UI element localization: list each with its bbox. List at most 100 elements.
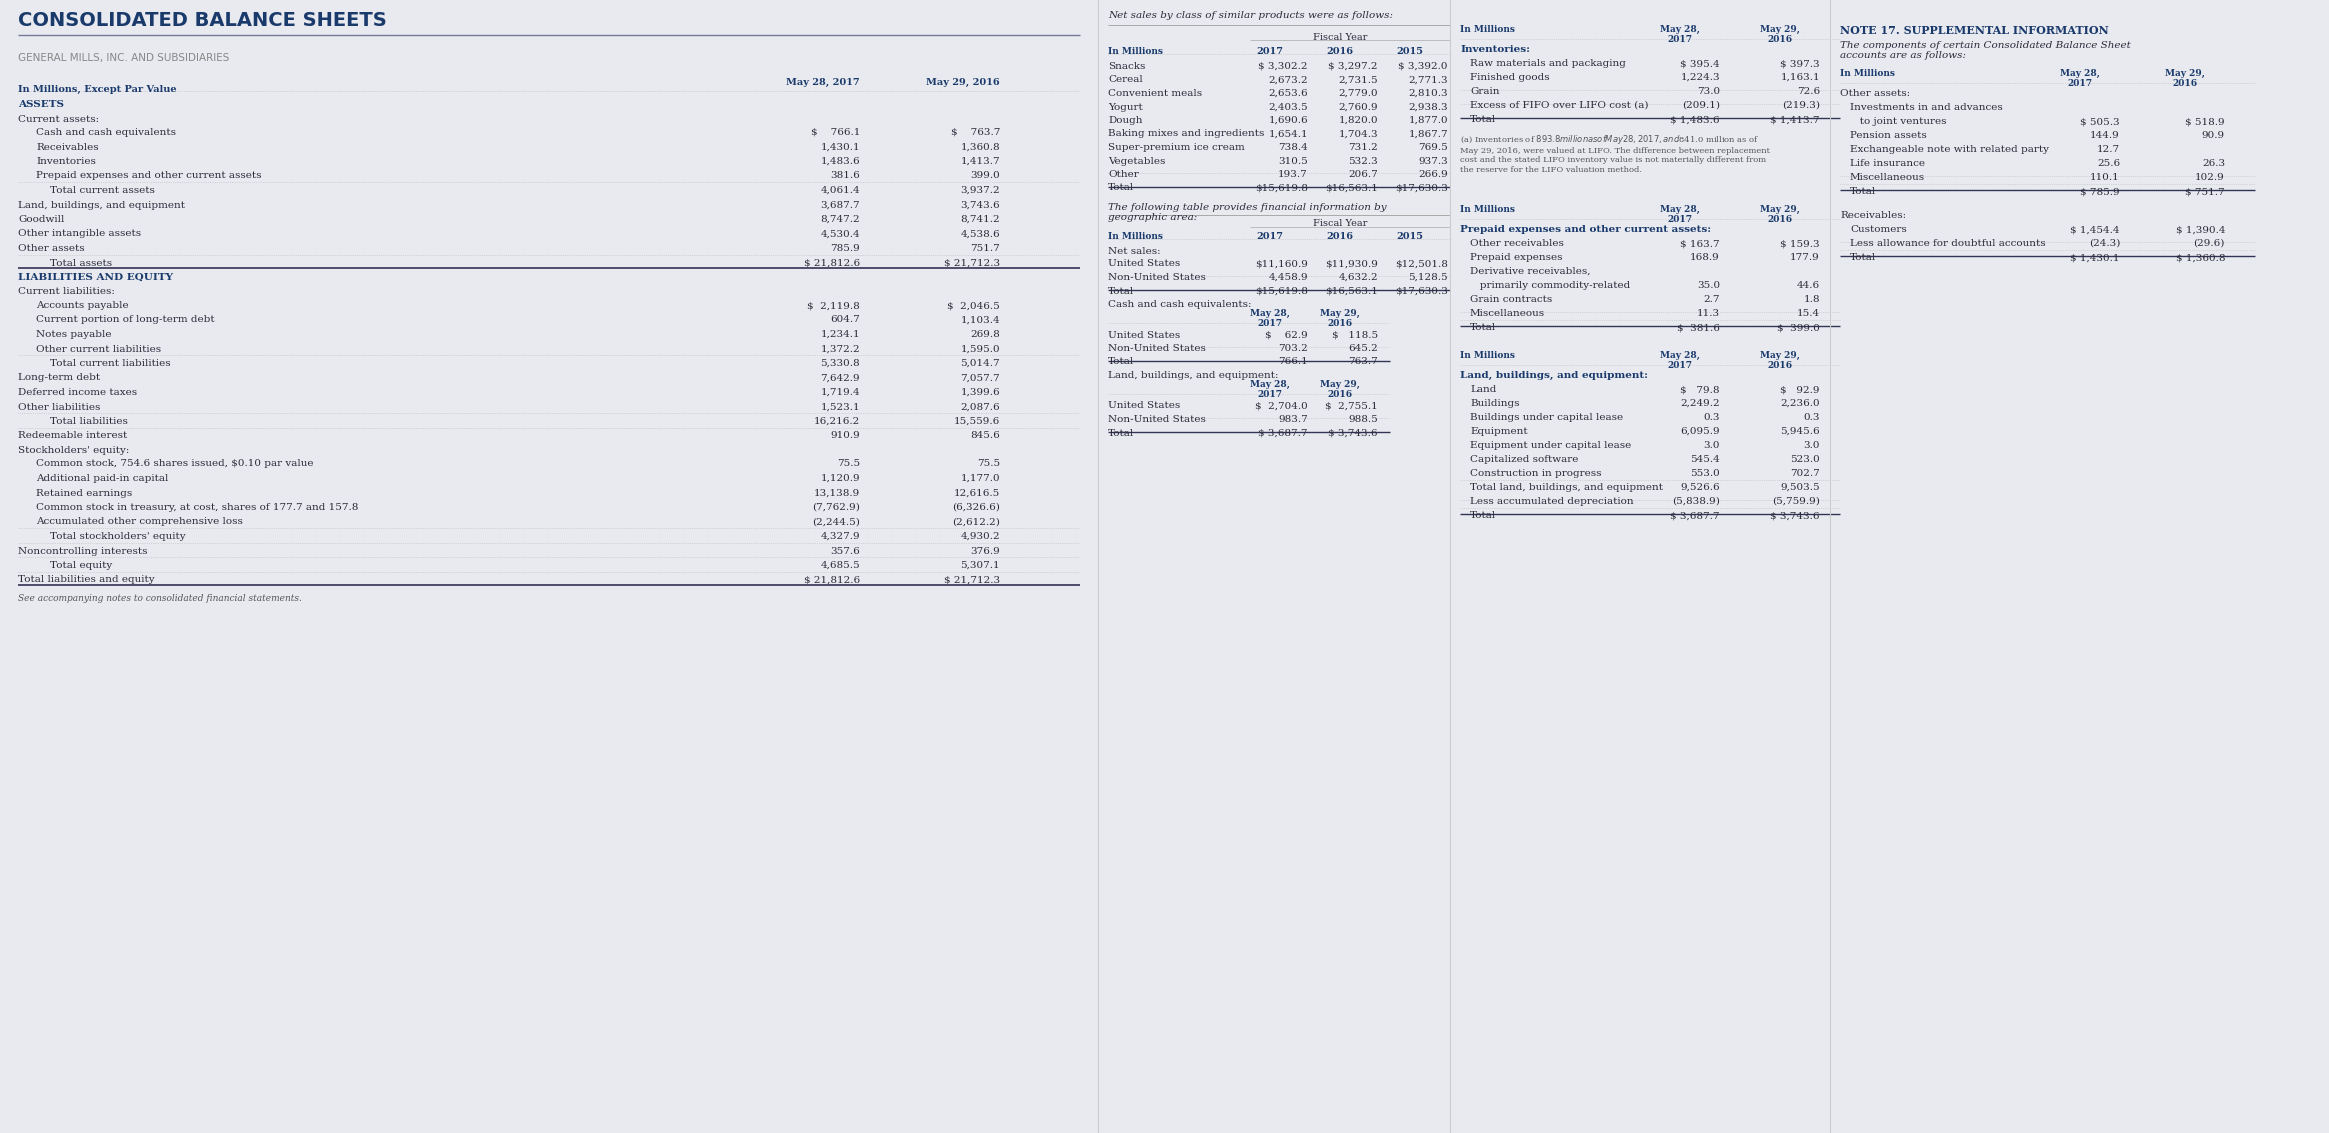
Text: May 29,
2016: May 29, 2016 [2166, 69, 2206, 88]
Text: Derivative receivables,: Derivative receivables, [1470, 267, 1591, 276]
Text: Total liabilities and equity: Total liabilities and equity [19, 576, 154, 585]
Text: 2016: 2016 [1328, 46, 1353, 56]
Text: In Millions: In Millions [1109, 232, 1162, 241]
Text: Total land, buildings, and equipment: Total land, buildings, and equipment [1470, 483, 1663, 492]
Text: Total: Total [1109, 358, 1134, 366]
Text: Prepaid expenses: Prepaid expenses [1470, 253, 1563, 262]
Text: 2,810.3: 2,810.3 [1409, 90, 1449, 97]
Text: Total: Total [1109, 428, 1134, 437]
Text: The following table provides financial information by
geographic area:: The following table provides financial i… [1109, 203, 1386, 222]
Text: 75.5: 75.5 [836, 460, 859, 469]
Text: 4,061.4: 4,061.4 [820, 186, 859, 195]
Text: 7,057.7: 7,057.7 [960, 374, 999, 383]
Text: $   118.5: $ 118.5 [1332, 331, 1379, 340]
Text: Other intangible assets: Other intangible assets [19, 230, 142, 239]
Text: Total current assets: Total current assets [49, 186, 154, 195]
Text: Raw materials and packaging: Raw materials and packaging [1470, 59, 1626, 68]
Text: Yogurt: Yogurt [1109, 102, 1144, 111]
Text: $17,630.3: $17,630.3 [1395, 287, 1449, 296]
Text: (209.1): (209.1) [1682, 101, 1721, 110]
Text: $ 518.9: $ 518.9 [2185, 117, 2224, 126]
Text: Additional paid-in capital: Additional paid-in capital [35, 474, 168, 483]
Text: $ 3,687.7: $ 3,687.7 [1670, 511, 1721, 520]
Text: 763.7: 763.7 [1348, 358, 1379, 366]
Text: $ 751.7: $ 751.7 [2185, 187, 2224, 196]
Text: (a) Inventories of $893.8 million as of May 28, 2017, and $841.0 million as of
M: (a) Inventories of $893.8 million as of … [1460, 133, 1770, 173]
Text: 2,938.3: 2,938.3 [1409, 102, 1449, 111]
Text: 5,014.7: 5,014.7 [960, 359, 999, 368]
Text: $ 3,743.6: $ 3,743.6 [1328, 428, 1379, 437]
Text: 845.6: 845.6 [971, 432, 999, 441]
Text: $ 3,392.0: $ 3,392.0 [1397, 62, 1449, 71]
Text: Total: Total [1849, 187, 1877, 196]
Text: 26.3: 26.3 [2201, 159, 2224, 168]
Text: 144.9: 144.9 [2089, 131, 2119, 140]
Text: Miscellaneous: Miscellaneous [1470, 309, 1544, 318]
Text: 1,399.6: 1,399.6 [960, 387, 999, 397]
Text: Grain contracts: Grain contracts [1470, 295, 1551, 304]
Text: $17,630.3: $17,630.3 [1395, 184, 1449, 193]
Text: Current portion of long-term debt: Current portion of long-term debt [35, 315, 214, 324]
Text: $ 159.3: $ 159.3 [1779, 239, 1819, 248]
Text: Net sales by class of similar products were as follows:: Net sales by class of similar products w… [1109, 11, 1393, 20]
Text: LIABILITIES AND EQUITY: LIABILITIES AND EQUITY [19, 273, 172, 282]
Text: 2,779.0: 2,779.0 [1339, 90, 1379, 97]
Text: In Millions: In Millions [1109, 46, 1162, 56]
Text: Receivables:: Receivables: [1840, 211, 1905, 220]
Text: 769.5: 769.5 [1418, 143, 1449, 152]
Text: Total: Total [1470, 323, 1495, 332]
Text: $ 1,390.4: $ 1,390.4 [2175, 225, 2224, 235]
Text: Less allowance for doubtful accounts: Less allowance for doubtful accounts [1849, 239, 2045, 248]
Text: 751.7: 751.7 [971, 244, 999, 253]
Text: 2,771.3: 2,771.3 [1409, 76, 1449, 85]
Text: Total equity: Total equity [49, 561, 112, 570]
Text: Non-United States: Non-United States [1109, 415, 1206, 424]
Text: 703.2: 703.2 [1279, 344, 1309, 353]
Text: 1,820.0: 1,820.0 [1339, 116, 1379, 125]
Text: 2,653.6: 2,653.6 [1269, 90, 1309, 97]
Text: (2,612.2): (2,612.2) [953, 518, 999, 527]
Text: Cash and cash equivalents:: Cash and cash equivalents: [1109, 300, 1251, 309]
Text: 532.3: 532.3 [1348, 156, 1379, 165]
Text: 702.7: 702.7 [1791, 469, 1819, 478]
Text: (6,326.6): (6,326.6) [953, 503, 999, 512]
Text: 1,430.1: 1,430.1 [820, 143, 859, 152]
Text: $15,619.8: $15,619.8 [1255, 184, 1309, 193]
Text: Notes payable: Notes payable [35, 330, 112, 339]
Text: 193.7: 193.7 [1279, 170, 1309, 179]
Text: Total: Total [1470, 511, 1495, 520]
Text: 766.1: 766.1 [1279, 358, 1309, 366]
Text: NOTE 17. SUPPLEMENTAL INFORMATION: NOTE 17. SUPPLEMENTAL INFORMATION [1840, 25, 2108, 36]
Text: Baking mixes and ingredients: Baking mixes and ingredients [1109, 129, 1265, 138]
Text: Land: Land [1470, 385, 1495, 394]
Text: Net sales:: Net sales: [1109, 247, 1160, 256]
Text: Land, buildings, and equipment:: Land, buildings, and equipment: [1109, 370, 1279, 380]
Text: 604.7: 604.7 [829, 315, 859, 324]
Text: 1,877.0: 1,877.0 [1409, 116, 1449, 125]
Text: In Millions: In Millions [1460, 205, 1514, 214]
Text: $  2,119.8: $ 2,119.8 [808, 301, 859, 310]
Text: Miscellaneous: Miscellaneous [1849, 173, 1926, 182]
Text: 12.7: 12.7 [2096, 145, 2119, 154]
Text: May 29,
2016: May 29, 2016 [1761, 205, 1800, 224]
Text: In Millions: In Millions [1460, 25, 1514, 34]
Text: 0.3: 0.3 [1803, 414, 1819, 421]
Text: Pension assets: Pension assets [1849, 131, 1926, 140]
Text: 3,743.6: 3,743.6 [960, 201, 999, 210]
Text: $   79.8: $ 79.8 [1682, 385, 1721, 394]
Text: 110.1: 110.1 [2089, 173, 2119, 182]
Text: 35.0: 35.0 [1698, 281, 1721, 290]
Text: Inventories: Inventories [35, 157, 95, 167]
Text: 102.9: 102.9 [2196, 173, 2224, 182]
Text: 2017: 2017 [1258, 232, 1283, 241]
Text: $ 3,743.6: $ 3,743.6 [1770, 511, 1819, 520]
Text: $11,160.9: $11,160.9 [1255, 259, 1309, 269]
Text: Total stockholders' equity: Total stockholders' equity [49, 533, 186, 540]
Text: (219.3): (219.3) [1782, 101, 1819, 110]
Text: 1,483.6: 1,483.6 [820, 157, 859, 167]
Text: Total: Total [1109, 184, 1134, 193]
Text: Other current liabilities: Other current liabilities [35, 344, 161, 353]
Text: See accompanying notes to consolidated financial statements.: See accompanying notes to consolidated f… [19, 594, 303, 603]
Text: $    763.7: $ 763.7 [950, 128, 999, 137]
Text: 553.0: 553.0 [1691, 469, 1721, 478]
